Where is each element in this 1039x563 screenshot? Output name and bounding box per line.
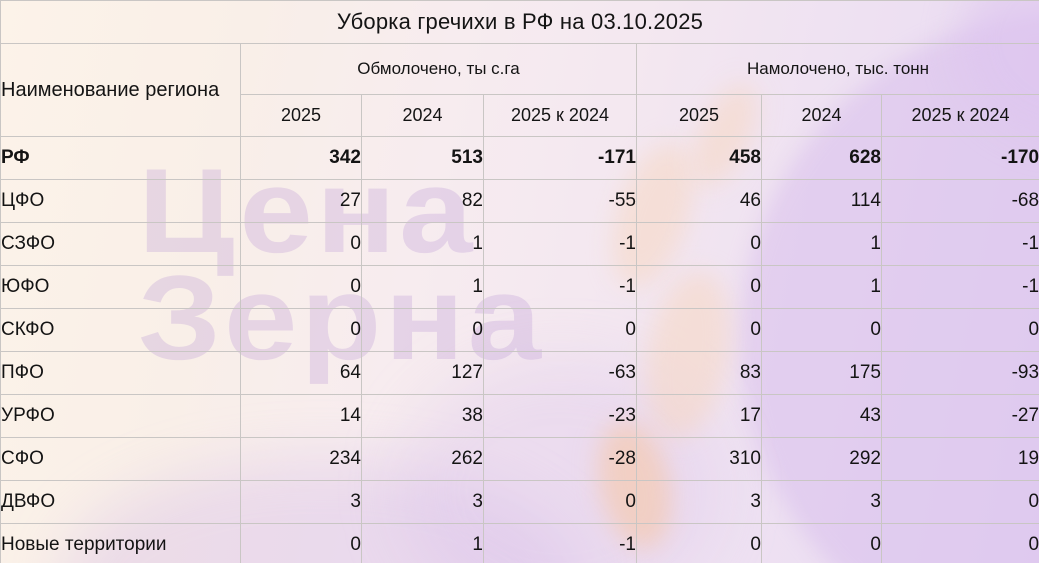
- milled-group-header: Намолочено, тыс. тонн: [635, 43, 1039, 95]
- region-cell: УРФО: [0, 394, 241, 438]
- value-cell: 0: [761, 523, 882, 563]
- value-cell: -171: [483, 136, 637, 180]
- value-cell: 342: [240, 136, 362, 180]
- table-row: Новые территории 0 1 -1 0 0 0: [0, 523, 1039, 563]
- value-cell: 0: [636, 308, 762, 352]
- value-cell: 64: [240, 351, 362, 395]
- region-cell: ЦФО: [0, 179, 241, 223]
- value-cell: 0: [636, 265, 762, 309]
- value-cell: 83: [636, 351, 762, 395]
- table-row: УРФО 14 38 -23 17 43 -27: [0, 394, 1039, 438]
- value-cell: -1: [880, 222, 1039, 266]
- value-cell: 0: [240, 308, 362, 352]
- value-cell: -23: [483, 394, 637, 438]
- threshed-group-header: Обмолочено, ты с.га: [240, 43, 637, 95]
- value-cell: 0: [240, 523, 362, 563]
- region-cell: РФ: [0, 136, 241, 180]
- value-cell: 3: [240, 480, 362, 524]
- table-row: ЮФО 0 1 -1 0 1 -1: [0, 265, 1039, 309]
- value-cell: 628: [761, 136, 882, 180]
- value-cell: 1: [361, 222, 484, 266]
- value-cell: 175: [761, 351, 882, 395]
- value-cell: 14: [240, 394, 362, 438]
- region-cell: СЗФО: [0, 222, 241, 266]
- table-row: СФО 234 262 -28 310 292 19: [0, 437, 1039, 481]
- year-header-milled-2025: 2025: [636, 94, 762, 137]
- region-cell: СКФО: [0, 308, 241, 352]
- value-cell: 0: [880, 480, 1039, 524]
- table-row: ПФО 64 127 -63 83 175 -93: [0, 351, 1039, 395]
- value-cell: 127: [361, 351, 484, 395]
- region-cell: ДВФО: [0, 480, 241, 524]
- value-cell: -27: [880, 394, 1039, 438]
- value-cell: 513: [361, 136, 484, 180]
- value-cell: 1: [361, 265, 484, 309]
- region-cell: ПФО: [0, 351, 241, 395]
- value-cell: -1: [880, 265, 1039, 309]
- value-cell: 234: [240, 437, 362, 481]
- value-cell: -1: [483, 523, 637, 563]
- value-cell: 46: [636, 179, 762, 223]
- value-cell: -68: [880, 179, 1039, 223]
- year-header-threshed-diff: 2025 к 2024: [483, 94, 637, 137]
- value-cell: 1: [761, 265, 882, 309]
- value-cell: -1: [483, 265, 637, 309]
- value-cell: -63: [483, 351, 637, 395]
- table-row: ЦФО 27 82 -55 46 114 -68: [0, 179, 1039, 223]
- value-cell: 0: [636, 523, 762, 563]
- value-cell: 3: [361, 480, 484, 524]
- value-cell: 1: [361, 523, 484, 563]
- value-cell: 292: [761, 437, 882, 481]
- region-cell: СФО: [0, 437, 241, 481]
- table-body: РФ 342 513 -171 458 628 -170 ЦФО 27 82 -…: [0, 136, 1039, 563]
- table-row: СКФО 0 0 0 0 0 0: [0, 308, 1039, 352]
- value-cell: 3: [761, 480, 882, 524]
- year-header-milled-2024: 2024: [761, 94, 882, 137]
- value-cell: 0: [880, 523, 1039, 563]
- value-cell: 262: [361, 437, 484, 481]
- value-cell: 0: [361, 308, 484, 352]
- value-cell: 0: [636, 222, 762, 266]
- value-cell: 43: [761, 394, 882, 438]
- value-cell: 0: [880, 308, 1039, 352]
- value-cell: 1: [761, 222, 882, 266]
- region-cell: Новые территории: [0, 523, 241, 563]
- year-header-threshed-2025: 2025: [240, 94, 362, 137]
- value-cell: 82: [361, 179, 484, 223]
- value-cell: -93: [880, 351, 1039, 395]
- region-cell: ЮФО: [0, 265, 241, 309]
- value-cell: 3: [636, 480, 762, 524]
- value-cell: 19: [880, 437, 1039, 481]
- year-header-threshed-2024: 2024: [361, 94, 484, 137]
- value-cell: 27: [240, 179, 362, 223]
- value-cell: 38: [361, 394, 484, 438]
- value-cell: -170: [880, 136, 1039, 180]
- value-cell: 0: [483, 308, 637, 352]
- value-cell: 17: [636, 394, 762, 438]
- value-cell: 114: [761, 179, 882, 223]
- value-cell: 0: [483, 480, 637, 524]
- year-header-milled-diff: 2025 к 2024: [880, 94, 1039, 137]
- table-row: СЗФО 0 1 -1 0 1 -1: [0, 222, 1039, 266]
- value-cell: -28: [483, 437, 637, 481]
- table-row: РФ 342 513 -171 458 628 -170: [0, 136, 1039, 180]
- value-cell: 310: [636, 437, 762, 481]
- value-cell: 0: [240, 222, 362, 266]
- value-cell: 458: [636, 136, 762, 180]
- value-cell: -1: [483, 222, 637, 266]
- table-row: ДВФО 3 3 0 3 3 0: [0, 480, 1039, 524]
- page-title: Уборка гречихи в РФ на 03.10.2025: [0, 0, 1039, 44]
- value-cell: 0: [761, 308, 882, 352]
- value-cell: -55: [483, 179, 637, 223]
- region-column-header: Наименование региона: [0, 43, 241, 137]
- value-cell: 0: [240, 265, 362, 309]
